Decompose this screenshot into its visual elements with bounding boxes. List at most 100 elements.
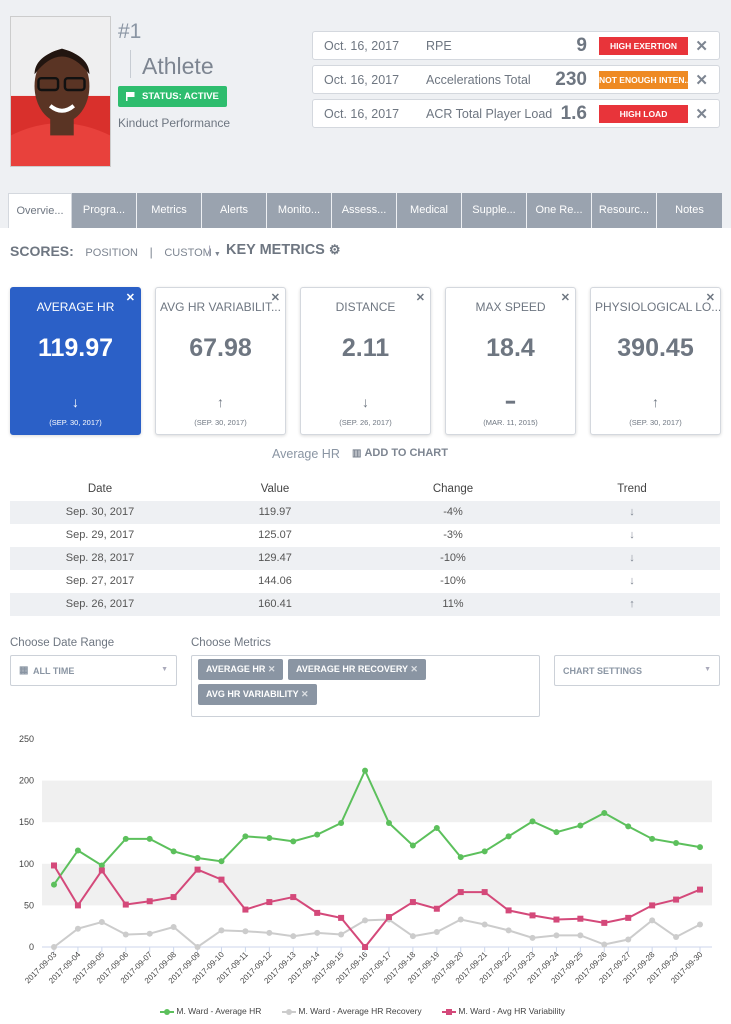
data-point [290, 894, 297, 901]
metrics-multiselect[interactable]: AVERAGE HR ✕ AVERAGE HR RECOVERY ✕ AVG H… [191, 655, 540, 717]
close-icon[interactable]: ✕ [415, 292, 425, 304]
data-point [122, 901, 129, 908]
arrow-down-icon: ↓ [629, 575, 635, 587]
card-value: 2.11 [341, 334, 390, 362]
data-point [98, 919, 105, 926]
key-metrics-button[interactable]: KEY METRICS ⚙ [226, 242, 341, 258]
legend-item[interactable]: M. Ward - Average HR Recovery [282, 1006, 422, 1016]
metric-card-avg-hr-variability[interactable]: AVG HR VARIABILIT... ✕ 67.98 ↑ (SEP. 30,… [155, 287, 286, 435]
card-value: 119.97 [37, 334, 114, 362]
scores-position-link[interactable]: POSITION [85, 247, 138, 259]
data-point [409, 842, 416, 849]
close-icon[interactable]: ✕ [560, 292, 570, 304]
data-point [290, 933, 297, 940]
tab-one-rep[interactable]: One Re... [527, 193, 592, 228]
data-point [481, 848, 488, 855]
tab-resources[interactable]: Resourc... [592, 193, 657, 228]
data-point [457, 916, 464, 923]
alert-item[interactable]: Oct. 16, 2017 Accelerations Total 230 NO… [312, 65, 720, 94]
close-icon[interactable]: ✕ [301, 689, 309, 699]
data-point [385, 914, 392, 921]
legend-label: M. Ward - Average HR [176, 1006, 262, 1016]
data-point [98, 862, 105, 869]
metric-card-max-speed[interactable]: MAX SPEED ✕ 18.4 ━ (MAR. 11, 2015) [445, 287, 576, 435]
close-icon[interactable]: ✕ [705, 292, 715, 304]
cell-date: Sep. 28, 2017 [65, 552, 135, 564]
tab-medical[interactable]: Medical [397, 193, 462, 228]
data-point [553, 829, 560, 836]
close-icon[interactable]: ✕ [267, 664, 276, 674]
tab-bar: Overvie... Progra... Metrics Alerts Moni… [8, 193, 723, 228]
data-point [74, 847, 81, 854]
legend-item[interactable]: M. Ward - Avg HR Variability [442, 1006, 565, 1016]
data-point [194, 854, 201, 861]
athlete-photo [10, 16, 111, 167]
metric-chip[interactable]: AVERAGE HR ✕ [198, 659, 284, 680]
data-point [98, 867, 105, 874]
alert-label: RPE [426, 39, 452, 53]
cell-date: Sep. 27, 2017 [65, 575, 135, 587]
chart-settings-select[interactable]: CHART SETTINGS ▼ [554, 655, 720, 686]
card-value: 67.98 [189, 334, 252, 362]
chip-label: AVG HR VARIABILITY [206, 689, 299, 699]
legend-label: M. Ward - Average HR Recovery [298, 1006, 422, 1016]
tab-programs[interactable]: Progra... [72, 193, 137, 228]
date-range-label: Choose Date Range [10, 637, 115, 649]
data-point [242, 906, 249, 913]
close-icon[interactable]: ✕ [695, 38, 708, 55]
card-date: (SEP. 30, 2017) [629, 418, 682, 427]
tab-metrics[interactable]: Metrics [137, 193, 202, 228]
tab-overview[interactable]: Overvie... [8, 193, 72, 228]
data-point [505, 833, 512, 840]
data-point [314, 831, 321, 838]
data-point [433, 929, 440, 936]
alert-label: Accelerations Total [426, 73, 531, 87]
metric-chip[interactable]: AVERAGE HR RECOVERY ✕ [288, 659, 426, 680]
date-range-select[interactable]: ▦ ALL TIME ▼ [10, 655, 177, 686]
legend-marker [160, 1008, 174, 1015]
cell-value: 129.47 [258, 552, 292, 564]
tab-alerts[interactable]: Alerts [202, 193, 267, 228]
table-header: Date Value Change Trend [10, 478, 720, 501]
data-point [218, 858, 225, 865]
close-icon[interactable]: ✕ [410, 664, 418, 674]
close-icon[interactable]: ✕ [125, 292, 135, 304]
arrow-up-icon: ↑ [652, 394, 659, 410]
metric-card-physiological-load[interactable]: PHYSIOLOGICAL LO... ✕ 390.45 ↑ (SEP. 30,… [590, 287, 721, 435]
data-point [529, 818, 536, 825]
alert-date: Oct. 16, 2017 [324, 107, 400, 121]
add-to-chart-button[interactable]: ▥ ADD TO CHART [352, 447, 448, 459]
card-value: 390.45 [617, 334, 694, 362]
arrow-up-icon: ↑ [629, 598, 635, 610]
divider: | [208, 243, 212, 257]
alert-item[interactable]: Oct. 16, 2017 ACR Total Player Load 1.6 … [312, 99, 720, 128]
legend-item[interactable]: M. Ward - Average HR [160, 1006, 261, 1016]
y-tick-label: 0 [29, 942, 34, 952]
flag-icon [126, 92, 135, 101]
data-point [314, 909, 321, 916]
cell-change: 11% [442, 598, 464, 610]
tab-notes[interactable]: Notes [657, 193, 722, 228]
metric-card-distance[interactable]: DISTANCE ✕ 2.11 ↓ (SEP. 26, 2017) [300, 287, 431, 435]
metric-card-average-hr[interactable]: AVERAGE HR ✕ 119.97 ↓ (SEP. 30, 2017) [10, 287, 141, 435]
series-line [53, 768, 701, 886]
legend-label: M. Ward - Avg HR Variability [458, 1006, 565, 1016]
legend-marker [282, 1008, 296, 1015]
close-icon[interactable]: ✕ [270, 292, 280, 304]
close-icon[interactable]: ✕ [695, 72, 708, 89]
alert-list: Oct. 16, 2017 RPE 9 HIGH EXERTION ✕ Oct.… [312, 31, 720, 133]
athlete-name: Athlete [142, 53, 214, 79]
legend-marker [442, 1008, 456, 1015]
alert-item[interactable]: Oct. 16, 2017 RPE 9 HIGH EXERTION ✕ [312, 31, 720, 60]
data-point [529, 912, 536, 919]
scores-custom-dropdown[interactable]: CUSTOM ▼ [164, 247, 220, 259]
data-point [314, 929, 321, 936]
tab-assessments[interactable]: Assess... [332, 193, 397, 228]
gear-icon[interactable]: ⚙ [328, 242, 341, 257]
metric-chip[interactable]: AVG HR VARIABILITY ✕ [198, 684, 317, 705]
close-icon[interactable]: ✕ [695, 106, 708, 123]
tab-supplements[interactable]: Supple... [462, 193, 527, 228]
cell-change: -4% [443, 506, 463, 518]
tab-monitoring[interactable]: Monito... [267, 193, 332, 228]
data-point [170, 924, 177, 931]
